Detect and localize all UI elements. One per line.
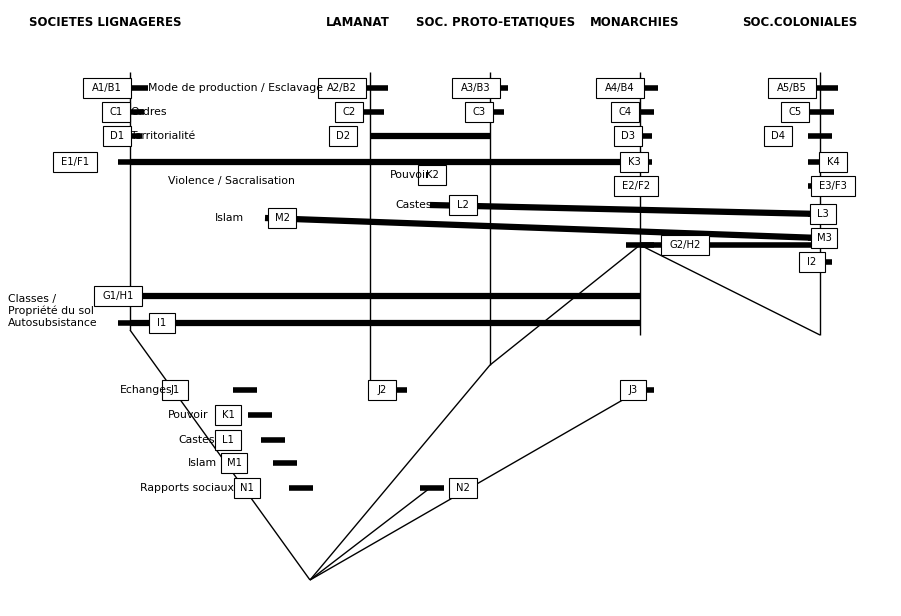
Text: E1/F1: E1/F1: [61, 157, 89, 167]
FancyBboxPatch shape: [799, 252, 824, 272]
Text: Rapports sociaux: Rapports sociaux: [140, 483, 234, 493]
FancyBboxPatch shape: [620, 380, 646, 400]
Text: D2: D2: [336, 131, 350, 141]
FancyBboxPatch shape: [450, 195, 477, 215]
FancyBboxPatch shape: [162, 380, 187, 400]
FancyBboxPatch shape: [83, 78, 131, 98]
Text: D3: D3: [621, 131, 635, 141]
Text: C5: C5: [788, 107, 802, 117]
Text: Pouvoir: Pouvoir: [390, 170, 431, 180]
Text: G1/H1: G1/H1: [103, 291, 133, 301]
Text: Islam: Islam: [215, 213, 244, 223]
Text: A3/B3: A3/B3: [461, 83, 491, 93]
Text: SOC.COLONIALES: SOC.COLONIALES: [742, 15, 858, 28]
FancyBboxPatch shape: [329, 126, 357, 146]
Text: E3/F3: E3/F3: [819, 181, 847, 191]
FancyBboxPatch shape: [222, 453, 247, 473]
Text: A4/B4: A4/B4: [605, 83, 635, 93]
FancyBboxPatch shape: [95, 286, 141, 306]
FancyBboxPatch shape: [234, 478, 259, 498]
Text: J1: J1: [170, 385, 179, 395]
FancyBboxPatch shape: [614, 126, 642, 146]
Text: LAMANAT: LAMANAT: [326, 15, 390, 28]
Text: K1: K1: [222, 410, 234, 420]
FancyBboxPatch shape: [764, 126, 792, 146]
Text: Echanges: Echanges: [120, 385, 173, 395]
FancyBboxPatch shape: [769, 78, 815, 98]
FancyBboxPatch shape: [418, 164, 446, 185]
FancyBboxPatch shape: [53, 152, 96, 172]
Text: C3: C3: [472, 107, 486, 117]
Text: D4: D4: [771, 131, 785, 141]
Text: A1/B1: A1/B1: [92, 83, 122, 93]
Text: Islam: Islam: [188, 458, 217, 468]
Text: D1: D1: [110, 131, 124, 141]
Text: M3: M3: [816, 233, 832, 243]
FancyBboxPatch shape: [215, 430, 241, 450]
Text: Classes /
Propriété du sol: Classes / Propriété du sol: [8, 294, 94, 316]
Text: I2: I2: [807, 257, 816, 267]
Text: Mode de production / Esclavage: Mode de production / Esclavage: [148, 83, 323, 93]
Text: Pouvoir: Pouvoir: [168, 410, 208, 420]
Text: MONARCHIES: MONARCHIES: [590, 15, 679, 28]
FancyBboxPatch shape: [596, 78, 644, 98]
FancyBboxPatch shape: [811, 176, 855, 197]
Text: C4: C4: [618, 107, 632, 117]
FancyBboxPatch shape: [268, 208, 296, 229]
Text: L3: L3: [817, 209, 829, 219]
Text: Castes: Castes: [395, 200, 432, 210]
FancyBboxPatch shape: [215, 405, 241, 425]
Text: A2/B2: A2/B2: [327, 83, 357, 93]
Text: G2/H2: G2/H2: [669, 240, 701, 250]
Text: K2: K2: [425, 170, 439, 180]
Text: L2: L2: [457, 200, 469, 210]
FancyBboxPatch shape: [810, 204, 836, 224]
Text: N1: N1: [240, 483, 254, 493]
FancyBboxPatch shape: [819, 152, 847, 172]
FancyBboxPatch shape: [104, 126, 131, 146]
FancyBboxPatch shape: [614, 176, 658, 197]
Text: Castes: Castes: [178, 435, 214, 445]
FancyBboxPatch shape: [452, 78, 500, 98]
FancyBboxPatch shape: [335, 102, 363, 122]
Text: Ordres: Ordres: [130, 107, 167, 117]
FancyBboxPatch shape: [465, 102, 493, 122]
Text: A5/B5: A5/B5: [777, 83, 807, 93]
FancyBboxPatch shape: [318, 78, 366, 98]
FancyBboxPatch shape: [102, 102, 130, 122]
Text: I1: I1: [158, 318, 167, 328]
FancyBboxPatch shape: [150, 313, 175, 333]
Text: J3: J3: [628, 385, 638, 395]
Text: C1: C1: [109, 107, 123, 117]
FancyBboxPatch shape: [369, 380, 396, 400]
FancyBboxPatch shape: [620, 152, 648, 172]
Text: M2: M2: [275, 213, 289, 223]
Text: Violence / Sacralisation: Violence / Sacralisation: [168, 176, 295, 186]
Text: E2/F2: E2/F2: [622, 181, 650, 191]
FancyBboxPatch shape: [661, 235, 709, 255]
FancyBboxPatch shape: [611, 102, 639, 122]
Text: K4: K4: [826, 157, 840, 167]
Text: L1: L1: [222, 435, 234, 445]
Text: Territorialité: Territorialité: [130, 131, 196, 141]
Text: K3: K3: [628, 157, 641, 167]
Text: N2: N2: [456, 483, 470, 493]
Text: C2: C2: [342, 107, 356, 117]
FancyBboxPatch shape: [450, 478, 477, 498]
FancyBboxPatch shape: [781, 102, 809, 122]
Text: SOCIETES LIGNAGERES: SOCIETES LIGNAGERES: [29, 15, 181, 28]
FancyBboxPatch shape: [811, 228, 837, 248]
Text: J2: J2: [378, 385, 387, 395]
Text: M1: M1: [226, 458, 241, 468]
Text: Autosubsistance: Autosubsistance: [8, 318, 97, 328]
Text: SOC. PROTO-ETATIQUES: SOC. PROTO-ETATIQUES: [416, 15, 576, 28]
